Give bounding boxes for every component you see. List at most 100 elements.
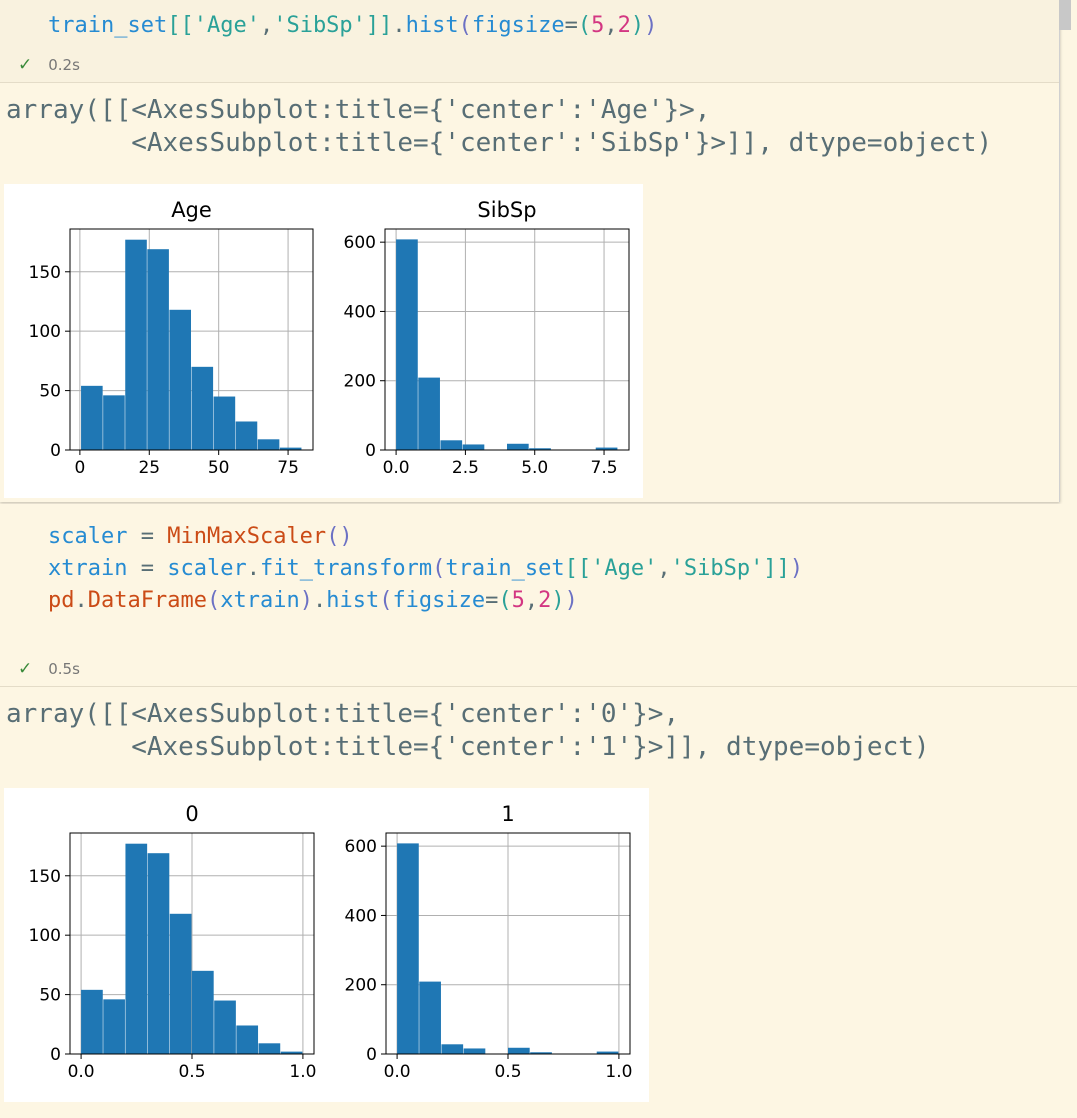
- code-token: figsize: [471, 13, 565, 38]
- code-token: xtrain: [220, 588, 300, 613]
- code-token: ): [564, 588, 578, 613]
- output-text-line-2: <AxesSubplot:title={'center':'SibSp'}>]]…: [6, 128, 993, 158]
- histogram-figure-2: 0.0 0.5 1.0 0 50 100 150 0 0.0 0.5 1.0 0 200 400 600 1: [4, 788, 649, 1102]
- y-tick-label: 400: [344, 302, 376, 322]
- x-tick-label: 5.0: [521, 458, 548, 478]
- code-token: =: [485, 588, 499, 613]
- code-token: train_set: [48, 13, 168, 38]
- histogram-bar: [418, 377, 440, 450]
- x-tick-label: 1.0: [605, 1062, 632, 1082]
- y-tick-label: 100: [29, 926, 61, 946]
- histogram-bar: [280, 1051, 303, 1054]
- code-token: .: [246, 556, 260, 581]
- code-token: fit_transform: [259, 556, 433, 581]
- y-tick-label: 50: [39, 382, 61, 402]
- histogram-bar: [441, 1044, 464, 1054]
- y-tick-label: 50: [39, 986, 61, 1006]
- x-tick-label: 0: [74, 458, 85, 478]
- code-token: 5: [511, 588, 525, 613]
- chart-title: 0: [185, 802, 198, 826]
- histogram-bar: [258, 1043, 281, 1054]
- x-tick-label: 75: [277, 458, 299, 478]
- code-token: 2: [617, 13, 631, 38]
- histogram-bar: [507, 443, 529, 450]
- y-tick-label: 200: [344, 372, 376, 392]
- histogram-bar: [530, 1052, 552, 1054]
- code-token: =: [564, 13, 578, 38]
- histogram-bar: [214, 1000, 236, 1054]
- histogram-bar: [169, 309, 191, 450]
- axes-frame: [69, 228, 314, 451]
- histogram-bar: [236, 1025, 259, 1054]
- code-line[interactable]: xtrain = scaler.fit_transform(train_set[…: [48, 553, 803, 584]
- histogram-bar: [462, 444, 485, 450]
- histogram-bar: [463, 1048, 486, 1054]
- histogram-bar: [529, 448, 551, 450]
- code-token: (: [577, 13, 592, 38]
- histogram-bar: [147, 249, 169, 450]
- code-token: 'SibSp': [273, 13, 366, 38]
- x-tick-label: 25: [138, 458, 160, 478]
- chart-title: Age: [171, 198, 212, 222]
- code-token: DataFrame: [87, 588, 207, 613]
- code-token: xtrain: [48, 556, 128, 581]
- y-tick-label: 600: [344, 233, 376, 253]
- code-token: figsize: [392, 588, 486, 613]
- histogram-bar: [103, 999, 125, 1054]
- code-token: hist: [326, 588, 380, 613]
- code-token: hist: [405, 13, 459, 38]
- code-token: .: [74, 588, 88, 613]
- histogram-bar: [125, 843, 148, 1054]
- y-tick-label: 600: [345, 837, 377, 857]
- histogram-bar: [192, 970, 214, 1054]
- code-token: 5: [591, 13, 605, 38]
- code-token: ,: [259, 13, 274, 38]
- code-token: 'Age': [193, 13, 260, 38]
- histogram-figure-1-svg: 0 25 50 75 0 50 100 150 Age 0.0 2.5 5.0 7.5 0 200 400 60…: [29, 198, 630, 478]
- execution-time: 0.5s: [48, 660, 80, 678]
- y-tick-label: 100: [29, 322, 61, 342]
- y-tick-label: 0: [365, 441, 376, 461]
- histogram-bar: [81, 989, 103, 1054]
- code-token: ,: [604, 13, 618, 38]
- histogram-bar: [419, 981, 441, 1054]
- histogram-figure-2-svg: 0.0 0.5 1.0 0 50 100 150 0 0.0 0.5 1.0 0 200 400 600 1: [29, 802, 633, 1082]
- code-token: ]]: [365, 13, 393, 38]
- code-token: 2: [538, 588, 552, 613]
- notebook-cell-1[interactable]: train_set[['Age','SibSp']].hist(figsize=…: [0, 0, 1060, 502]
- histogram-bar: [191, 366, 214, 450]
- chart-title: SibSp: [477, 198, 536, 222]
- y-tick-label: 0: [50, 441, 61, 461]
- code-line[interactable]: pd.DataFrame(xtrain).hist(figsize=(5,2)): [48, 585, 578, 616]
- code-token: [[: [167, 13, 194, 38]
- code-line[interactable]: train_set[['Age','SibSp']].hist(figsize=…: [48, 10, 657, 41]
- code-editor-1[interactable]: train_set[['Age','SibSp']].hist(figsize=…: [0, 0, 1059, 83]
- code-line[interactable]: scaler = MinMaxScaler(): [48, 521, 353, 552]
- scrollbar-thumb[interactable]: [1059, 0, 1071, 30]
- y-tick-label: 400: [345, 906, 377, 926]
- code-token: ): [644, 13, 658, 38]
- x-tick-label: 0.0: [68, 1062, 95, 1082]
- code-token: =: [127, 524, 168, 549]
- code-token: =: [127, 556, 168, 581]
- code-token: ,: [524, 588, 539, 613]
- code-token: ): [299, 588, 313, 613]
- x-tick-label: 7.5: [591, 458, 618, 478]
- code-token: pd: [48, 588, 75, 613]
- code-token: ): [789, 556, 804, 581]
- code-token: 'Age': [591, 556, 658, 581]
- histogram-bar: [235, 421, 258, 450]
- histogram-bar: [279, 447, 302, 450]
- output-text-line-2: <AxesSubplot:title={'center':'1'}>]], dt…: [6, 732, 930, 762]
- code-token: scaler: [48, 524, 128, 549]
- execution-status: ✓ 0.5s: [18, 659, 80, 679]
- code-token: ): [551, 588, 565, 613]
- x-tick-label: 2.5: [452, 458, 479, 478]
- histogram-bar: [81, 385, 103, 450]
- axes-frame: [384, 228, 630, 451]
- code-token: (: [432, 556, 446, 581]
- histogram-bar: [169, 913, 192, 1054]
- histogram-bar: [508, 1047, 530, 1054]
- code-editor-2[interactable]: scaler = MinMaxScaler() xtrain = scaler.…: [0, 504, 1077, 687]
- code-token: MinMaxScaler: [167, 524, 327, 549]
